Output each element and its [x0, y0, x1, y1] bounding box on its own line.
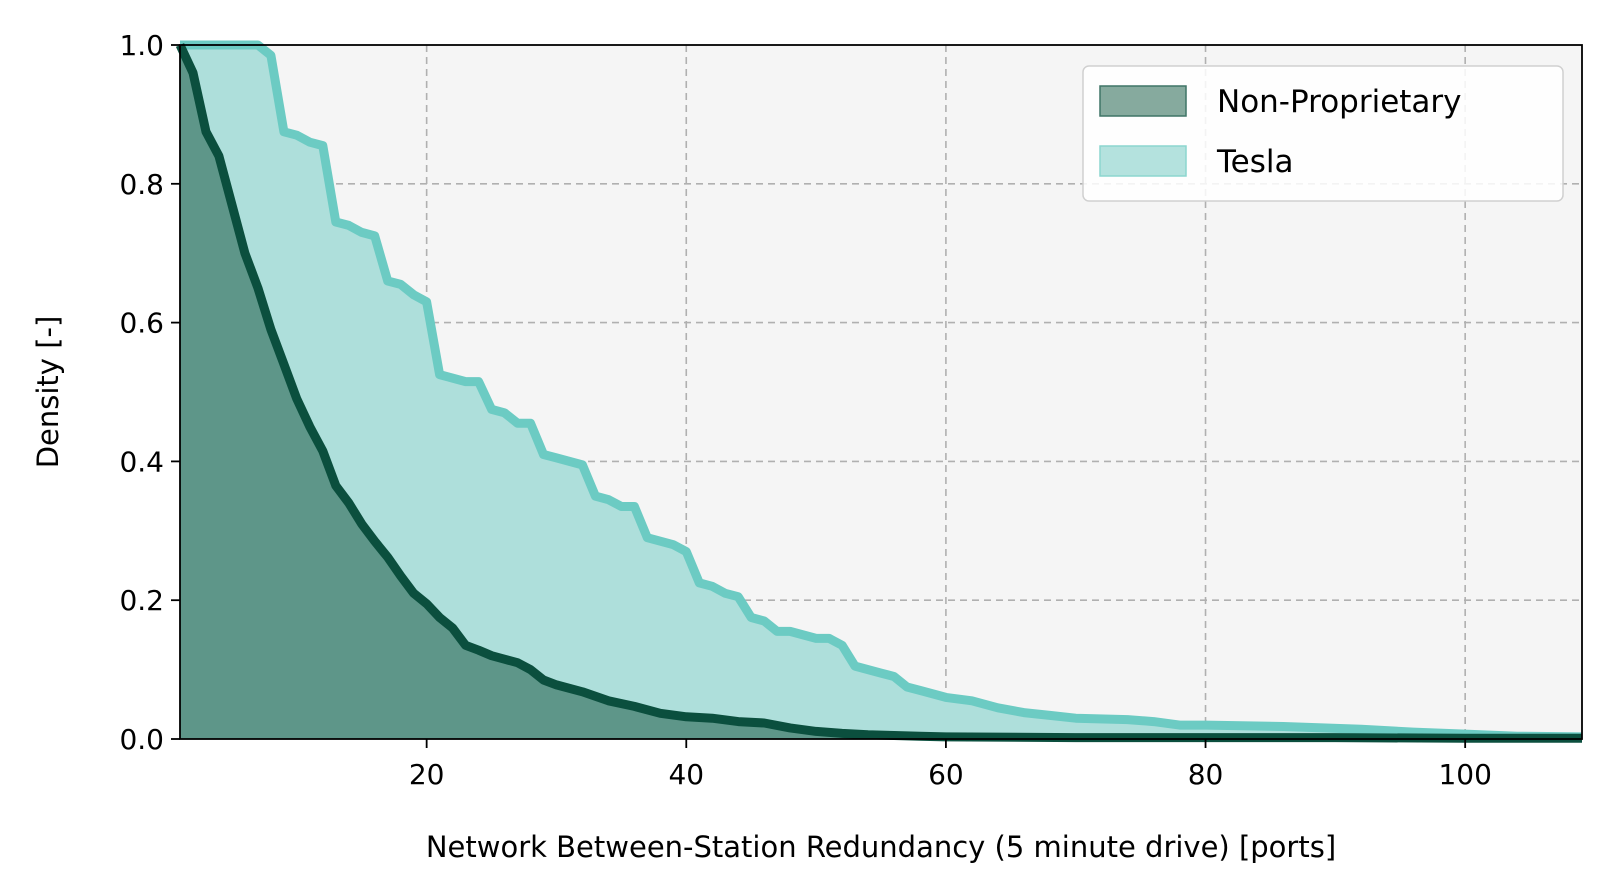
ticks: 20 40 60 80 100 0.0 0.2 0.4 0.6 0.8 1.0: [119, 29, 1491, 791]
y-tick-label: 1.0: [119, 29, 164, 62]
y-tick-label: 0.2: [119, 584, 164, 617]
y-axis-label: Density [-]: [31, 316, 65, 469]
series-areas: [175, 40, 1583, 743]
x-tick-label: 80: [1188, 758, 1224, 791]
legend-swatch-non-proprietary: [1099, 85, 1187, 117]
legend-label-tesla: Tesla: [1216, 144, 1294, 180]
y-tick-label: 0.8: [119, 168, 164, 201]
area-tesla: [180, 45, 1582, 739]
x-tick-label: 20: [409, 758, 445, 791]
x-axis-label: Network Between-Station Redundancy (5 mi…: [426, 830, 1336, 864]
line-non-proprietary: [175, 43, 1582, 743]
x-tick-label: 60: [928, 758, 964, 791]
x-tick-label: 100: [1438, 758, 1491, 791]
plot-frame: [179, 44, 1583, 740]
y-tick-label: 0.0: [119, 723, 164, 756]
area-non-proprietary: [180, 45, 1582, 739]
line-tesla: [180, 40, 1583, 742]
legend-label-non-proprietary: Non-Proprietary: [1217, 84, 1462, 120]
legend-box: [1082, 65, 1564, 202]
y-tick-label: 0.4: [119, 445, 164, 478]
legend: Non-Proprietary Tesla: [1082, 65, 1564, 202]
x-tick-label: 40: [668, 758, 704, 791]
legend-swatch-tesla: [1099, 145, 1187, 177]
y-tick-label: 0.6: [119, 307, 164, 340]
